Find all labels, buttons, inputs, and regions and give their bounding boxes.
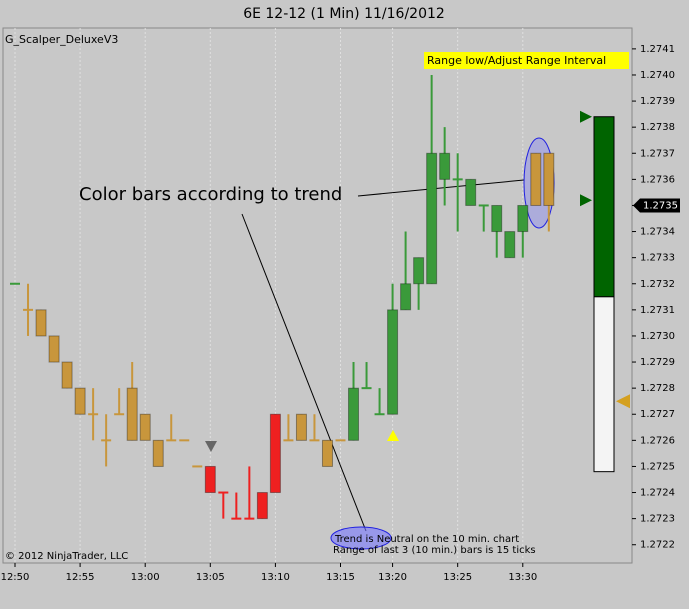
range-arrow	[616, 394, 630, 409]
indicator-name: G_Scalper_DeluxeV3	[5, 33, 118, 46]
y-tick-label: 1.2725	[640, 461, 675, 472]
signal-down	[205, 441, 217, 452]
range-box-lower	[593, 296, 615, 473]
body	[517, 204, 529, 233]
range-box-upper	[593, 116, 615, 298]
x-tick-label: 13:05	[196, 572, 225, 583]
body	[439, 152, 451, 180]
y-tick-label: 1.2731	[640, 305, 675, 316]
body	[426, 152, 438, 285]
y-tick-label: 1.2726	[640, 435, 675, 446]
y-tick-label: 1.2741	[640, 44, 675, 55]
y-tick-label: 1.2724	[640, 488, 675, 499]
body	[61, 361, 73, 389]
y-tick-label: 1.2729	[640, 357, 675, 368]
highlight-ellipse	[330, 526, 392, 550]
range-text: Range of last 3 (10 min.) bars is 15 tic…	[333, 545, 536, 556]
body	[465, 178, 477, 206]
body	[348, 387, 360, 441]
x-tick-label: 13:25	[443, 572, 472, 583]
body	[256, 492, 268, 520]
body	[152, 439, 164, 467]
body	[504, 231, 516, 259]
y-tick-label: 1.2733	[640, 253, 675, 264]
body	[400, 283, 412, 311]
x-tick-label: 13:00	[131, 572, 160, 583]
y-tick-label: 1.2738	[640, 122, 675, 133]
body	[530, 152, 542, 206]
x-tick-label: 12:55	[66, 572, 95, 583]
body	[491, 204, 503, 233]
y-tick-label: 1.2722	[640, 540, 675, 551]
y-tick-label: 1.2736	[640, 174, 675, 185]
y-tick-label: 1.2730	[640, 331, 675, 342]
body	[295, 413, 307, 441]
range-button-label[interactable]: Range low/Adjust Range Interval	[427, 54, 606, 67]
body	[204, 465, 216, 494]
range-button[interactable]	[424, 52, 629, 69]
body	[48, 335, 60, 363]
y-tick-label: 1.2739	[640, 96, 675, 107]
x-tick-label: 13:30	[508, 572, 537, 583]
trend-text: Trend is Neutral on the 10 min. chart	[334, 534, 519, 545]
range-arrow	[580, 194, 592, 207]
x-tick-label: 13:15	[326, 572, 355, 583]
body	[413, 257, 425, 285]
y-tick-label: 1.2734	[640, 227, 675, 238]
y-tick-label: 1.2723	[640, 514, 675, 525]
signal-up	[387, 430, 399, 441]
body	[139, 413, 151, 441]
x-tick-label: 13:10	[261, 572, 290, 583]
chart-title: 6E 12-12 (1 Min) 11/16/2012	[243, 6, 445, 22]
body	[387, 309, 399, 415]
y-tick-label: 1.2728	[640, 383, 675, 394]
body	[74, 387, 86, 415]
x-tick-label: 12:50	[1, 572, 30, 583]
callout: Color bars according to trend	[79, 184, 342, 205]
last-price-box	[633, 198, 680, 213]
body	[321, 439, 333, 467]
last-price-label: 1.2735	[643, 200, 678, 211]
y-tick-label: 1.2737	[640, 148, 675, 159]
body	[126, 387, 138, 441]
callout-arrow	[357, 179, 525, 197]
x-tick-label: 13:20	[378, 572, 407, 583]
body	[35, 309, 47, 337]
y-tick-label: 1.2732	[640, 279, 675, 290]
range-arrow	[580, 110, 592, 123]
y-tick-label: 1.2727	[640, 409, 675, 420]
y-tick-label: 1.2740	[640, 70, 675, 81]
callout-arrow	[241, 213, 367, 532]
plot-area	[2, 27, 633, 564]
body	[269, 413, 281, 494]
copyright: © 2012 NinjaTrader, LLC	[5, 551, 128, 562]
body	[543, 152, 555, 206]
